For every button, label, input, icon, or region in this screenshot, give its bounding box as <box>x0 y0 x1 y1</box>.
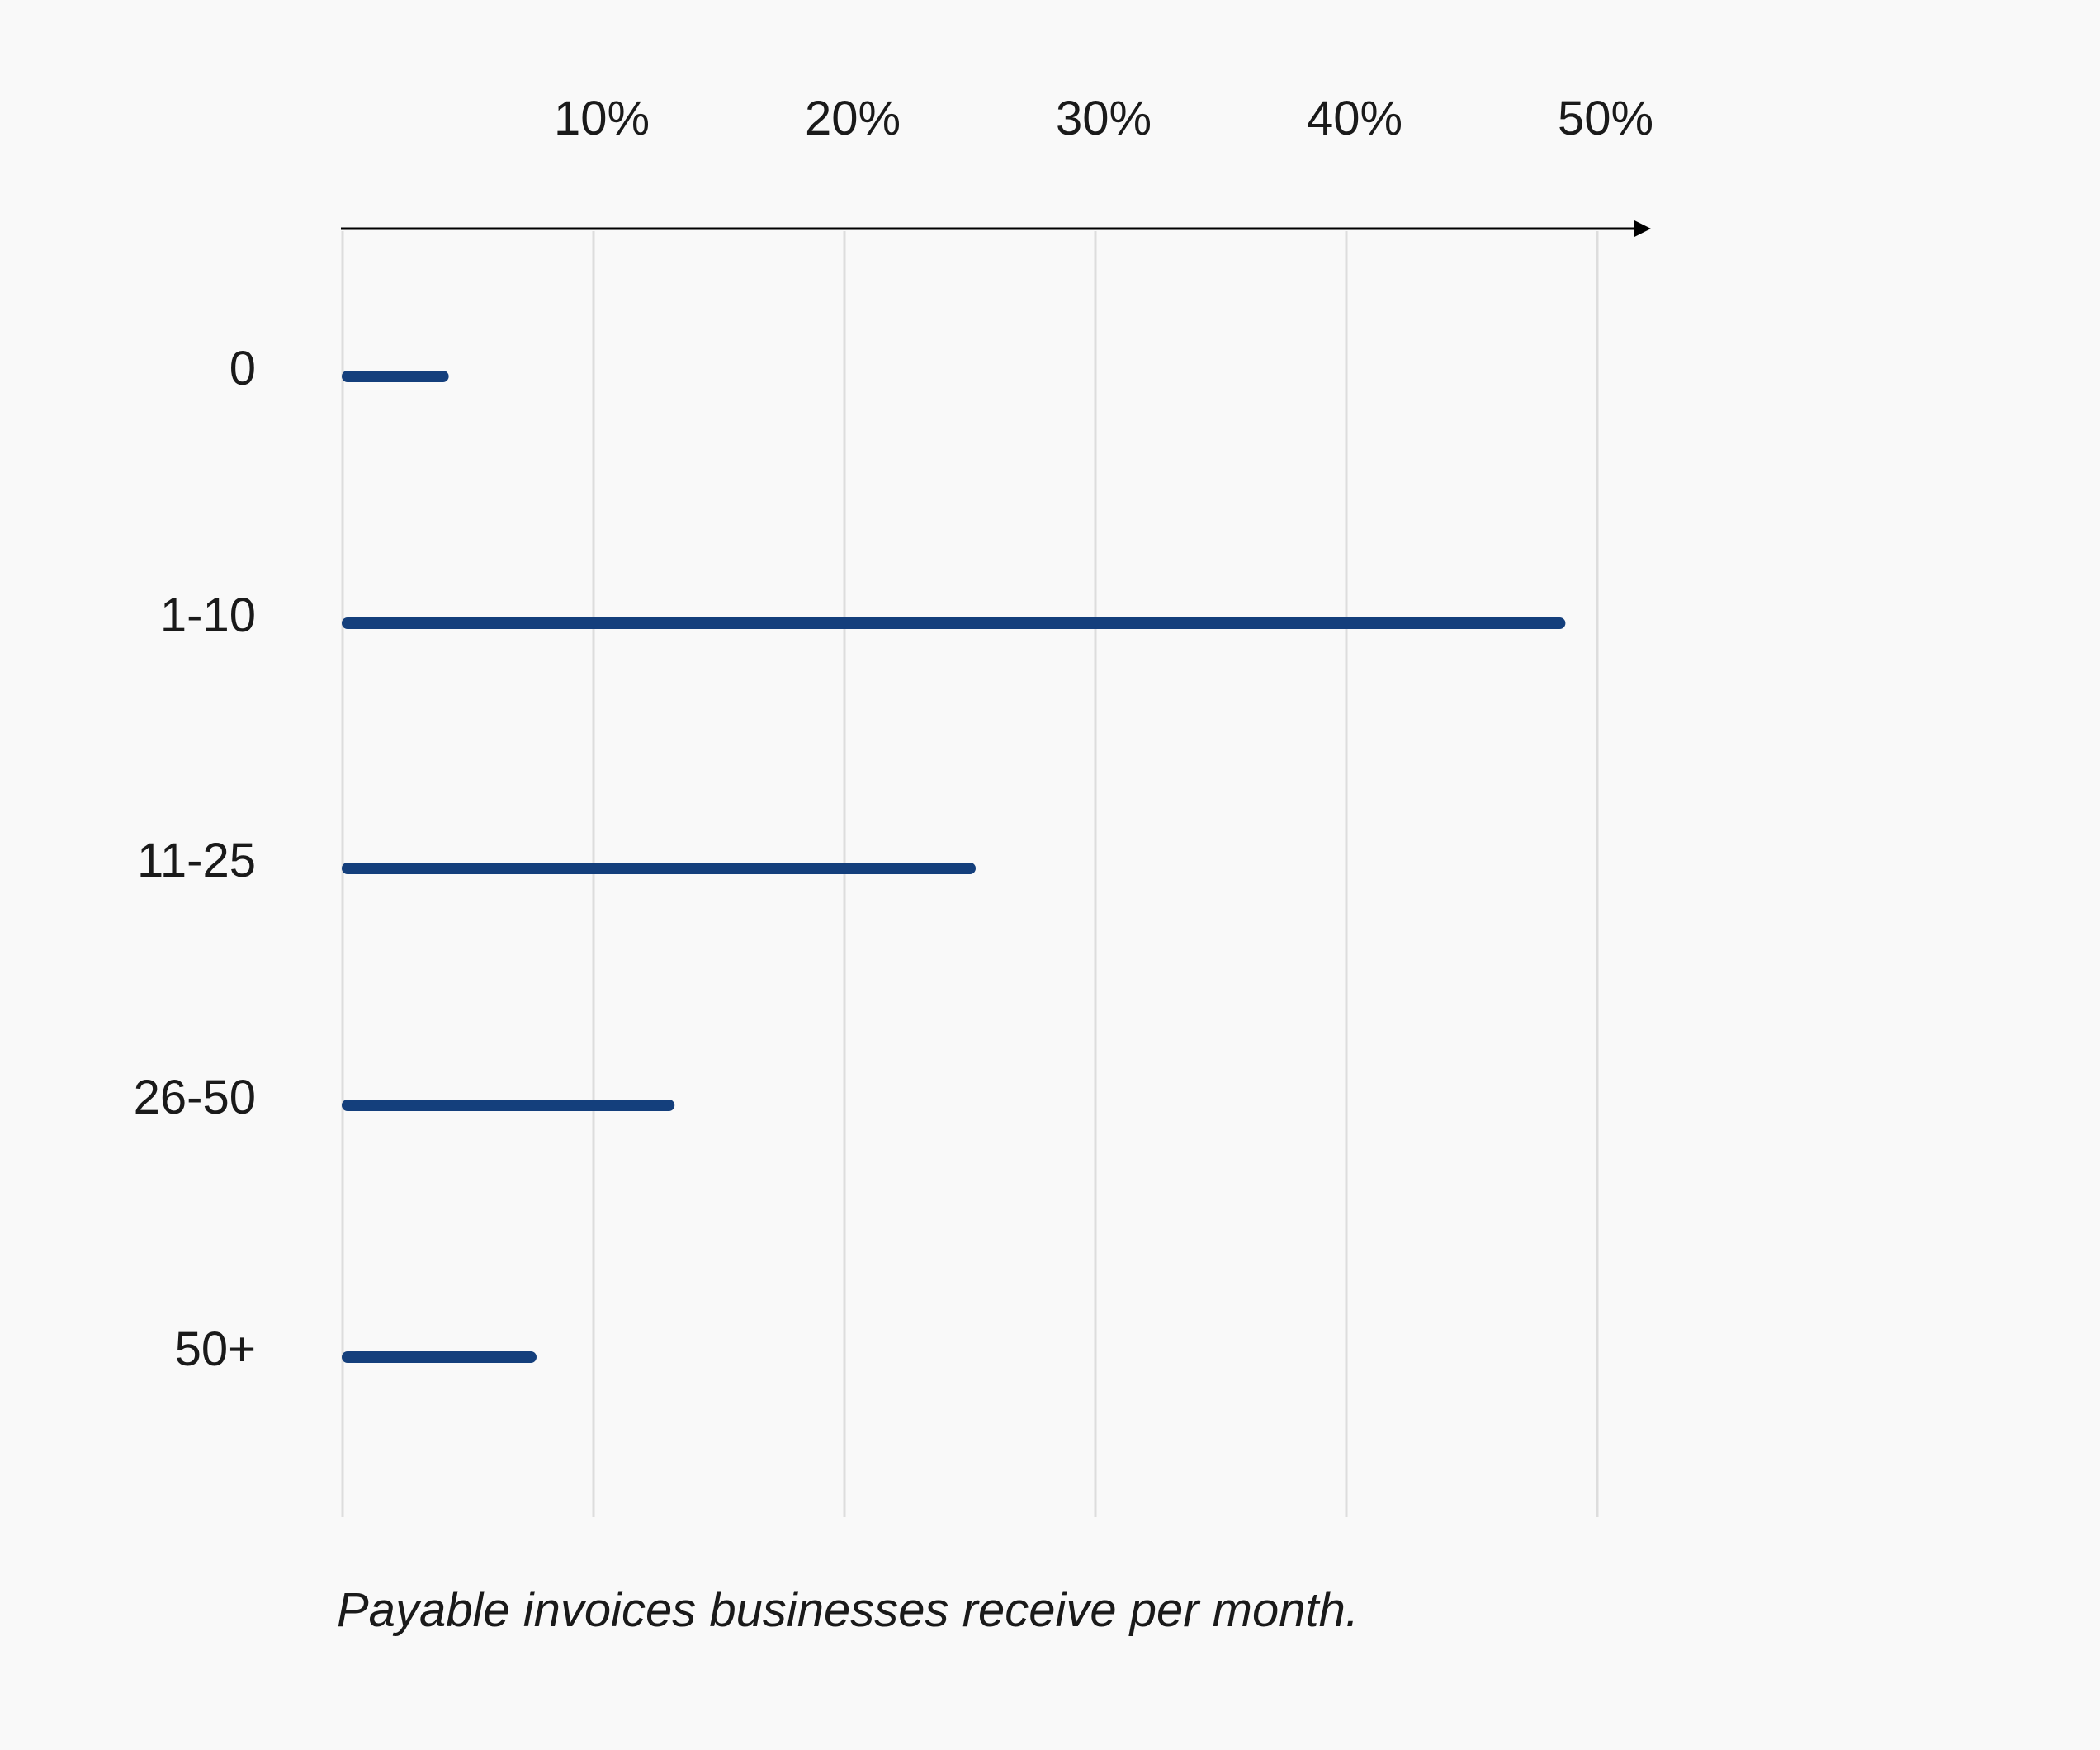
x-tick-label: 50% <box>1558 92 1653 145</box>
category-labels: 0 1-10 11-25 26-50 50+ <box>134 342 256 1376</box>
category-label: 0 <box>229 342 256 395</box>
bars <box>342 371 1566 1363</box>
category-label: 26-50 <box>134 1071 256 1124</box>
chart-caption: Payable invoices businesses receive per … <box>337 1583 1359 1637</box>
x-axis-arrowhead <box>1634 220 1651 237</box>
x-tick-label: 40% <box>1307 92 1402 145</box>
x-axis <box>341 220 1651 237</box>
x-tick-label: 30% <box>1056 92 1152 145</box>
x-tick-label: 20% <box>805 92 901 145</box>
category-label: 1-10 <box>160 589 256 642</box>
category-label: 50+ <box>175 1322 256 1376</box>
x-tick-labels: 10% 20% 30% 40% 50% <box>554 92 1653 145</box>
x-tick-label: 10% <box>554 92 650 145</box>
category-label: 11-25 <box>137 834 256 887</box>
